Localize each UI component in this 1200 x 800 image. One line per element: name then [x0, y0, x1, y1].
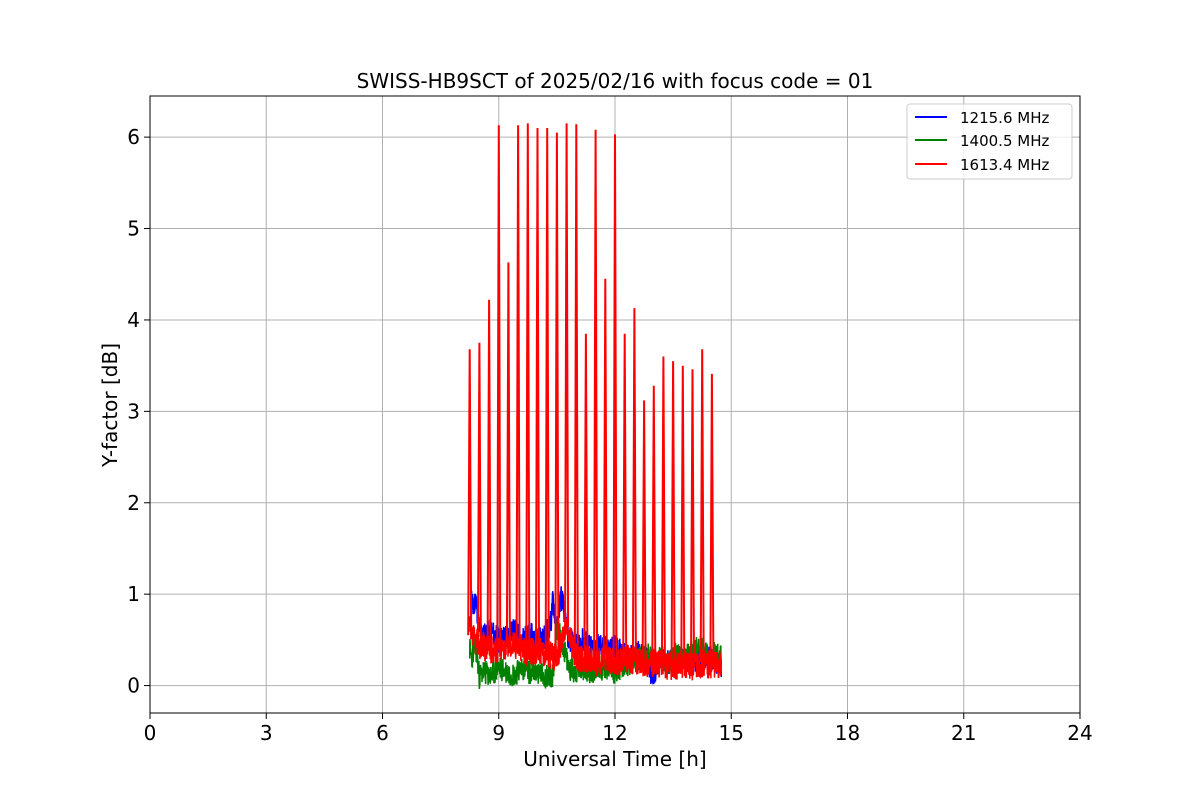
legend-frame — [906, 103, 1073, 180]
series-1613-spike — [573, 124, 579, 659]
series-1613-spike — [486, 299, 492, 650]
series-1613-spike — [602, 278, 608, 659]
x-tick-label: 24 — [1067, 721, 1092, 745]
series-1613-spike — [476, 342, 482, 645]
series-1613-spike — [651, 385, 657, 663]
series-1613-spike — [670, 361, 676, 666]
series-1613-spike — [690, 369, 695, 668]
series-1613-spike — [467, 349, 473, 636]
series-1613-spike — [535, 127, 540, 650]
x-tick-label: 0 — [144, 721, 157, 745]
x-tick-label: 9 — [492, 721, 505, 745]
legend: 1215.6 MHz 1400.5 MHz 1613.4 MHz — [906, 103, 1073, 180]
y-axis-label: Y-factor [dB] — [98, 343, 122, 468]
y-tick-label: 0 — [127, 674, 140, 698]
x-tick-label: 12 — [602, 721, 627, 745]
y-tick-label: 3 — [127, 399, 140, 423]
series-1613-spike — [564, 123, 570, 627]
series-1613-spike — [631, 308, 637, 661]
x-tick-label: 21 — [951, 721, 976, 745]
series-1613-spike — [505, 262, 511, 645]
series-1613-spike — [709, 373, 715, 666]
x-tick-label: 6 — [376, 721, 389, 745]
series-1613-spike — [612, 134, 618, 663]
series-1613-line — [468, 617, 723, 681]
x-tick-label: 15 — [719, 721, 744, 745]
y-tick-label: 2 — [127, 491, 140, 515]
series-1613-spike — [496, 125, 502, 650]
series-1613-spike — [622, 333, 628, 659]
plot-area — [467, 123, 723, 690]
y-tick-label: 5 — [127, 217, 140, 241]
chart-title: SWISS-HB9SCT of 2025/02/16 with focus co… — [357, 69, 874, 93]
y-tick-label: 6 — [127, 125, 140, 149]
x-tick-label: 3 — [260, 721, 273, 745]
legend-label-1613: 1613.4 MHz — [960, 156, 1049, 174]
y-tick-label: 1 — [127, 582, 140, 606]
series-1613-spike — [699, 349, 705, 663]
y-tick-label: 4 — [127, 308, 140, 332]
series-1613-spike — [583, 333, 589, 659]
series-1613-spike — [525, 123, 531, 654]
x-axis-label: Universal Time [h] — [523, 747, 706, 771]
x-tick-label: 18 — [835, 721, 860, 745]
series-1613-spike — [515, 125, 521, 645]
series-1613-spike — [641, 400, 647, 663]
series-1613-spike — [660, 356, 666, 666]
legend-label-1215: 1215.6 MHz — [960, 109, 1049, 127]
series-1613-spike — [544, 127, 550, 654]
legend-label-1400: 1400.5 MHz — [960, 132, 1049, 150]
series-1613-spike — [593, 129, 599, 663]
series-1613-spike — [554, 132, 560, 659]
series-1613-spike — [680, 365, 686, 666]
